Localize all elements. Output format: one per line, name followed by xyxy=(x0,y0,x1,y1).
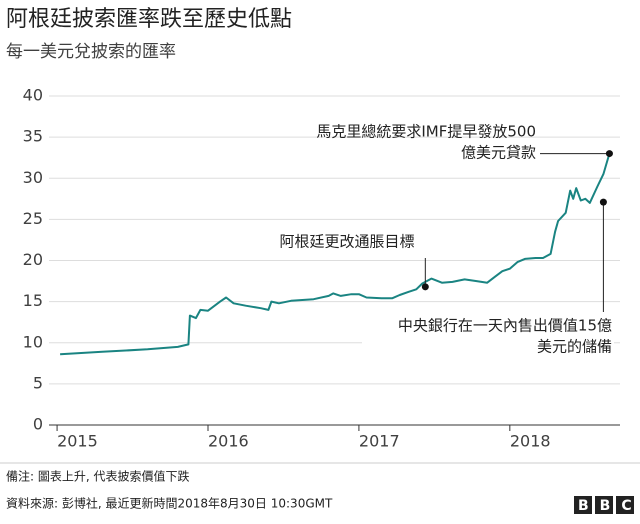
x-tick-label: 2015 xyxy=(57,432,98,451)
x-tick-label: 2017 xyxy=(359,432,400,451)
annotation-dot xyxy=(421,283,429,291)
logo: BBC xyxy=(574,496,640,514)
annotation-dot xyxy=(599,198,607,206)
chart-subtitle: 每一美元兌披索的匯率 xyxy=(6,42,176,62)
source: 資料來源: 彭博社, 最近更新時間2018年8月30日 10:30GMT xyxy=(6,496,333,511)
y-tick-label: 15 xyxy=(23,291,43,310)
y-tick-label: 30 xyxy=(23,168,43,187)
y-tick-label: 20 xyxy=(23,250,43,269)
annotation: 美元的儲備 xyxy=(537,338,612,356)
x-tick-label: 2016 xyxy=(208,432,249,451)
logo-text: BBC xyxy=(578,498,640,514)
logo-box xyxy=(574,496,592,514)
x-tick-label: 2018 xyxy=(510,432,551,451)
note: 備注: 圖表上升, 代表披索價值下跌 xyxy=(6,469,190,484)
annotation-bg xyxy=(362,315,614,357)
logo-box xyxy=(595,496,613,514)
line-series xyxy=(60,153,611,356)
y-tick-label: 10 xyxy=(23,332,43,351)
y-tick-label: 0 xyxy=(33,415,43,434)
annotation: 馬克里總統要求IMF提早發放500 xyxy=(316,123,536,141)
y-tick-label: 35 xyxy=(23,127,43,146)
y-tick-label: 40 xyxy=(23,86,43,105)
logo-box xyxy=(616,496,634,514)
chart-title: 阿根廷披索匯率跌至歷史低點 xyxy=(6,7,292,32)
annotation: 億美元貸款 xyxy=(461,144,536,162)
y-tick-label: 5 xyxy=(33,373,43,392)
annotation: 中央銀行在一天內售出價值15億 xyxy=(398,317,612,335)
annotation-dot xyxy=(605,150,613,158)
annotation: 阿根廷更改通脹目標 xyxy=(279,233,414,251)
y-tick-label: 25 xyxy=(23,209,43,228)
